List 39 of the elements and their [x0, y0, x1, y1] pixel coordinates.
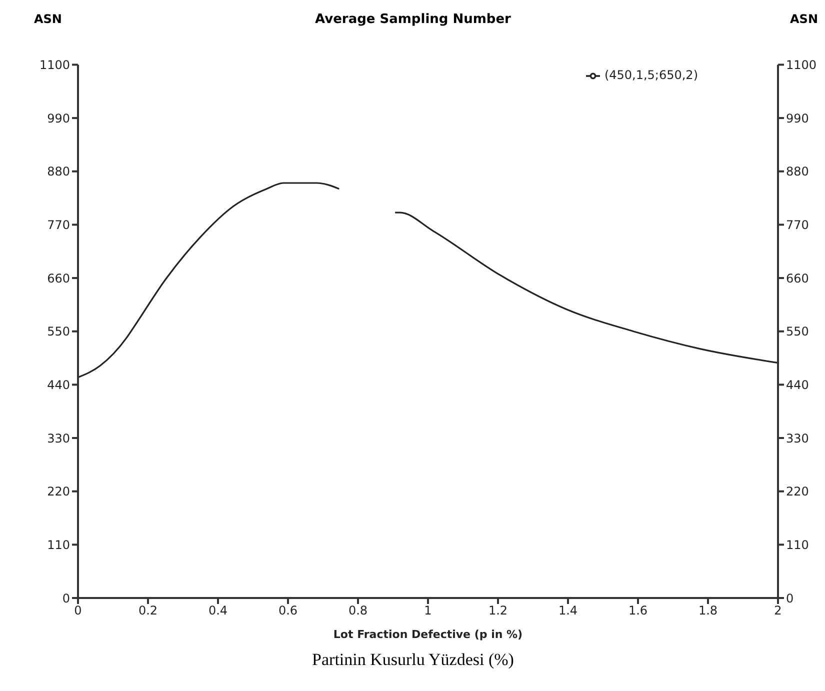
- x-tick-label: 0.4: [208, 604, 228, 618]
- y2-axis-title: ASN: [790, 12, 818, 26]
- y2-tick-label: 0: [786, 591, 794, 606]
- y-tick-label: 880: [47, 164, 70, 179]
- y-tick-label: 550: [47, 324, 70, 339]
- y2-tick-label: 880: [786, 164, 809, 179]
- y-tick-label: 1100: [39, 58, 70, 72]
- y2-tick-label: 1100: [786, 58, 817, 72]
- x-tick-label: 1.4: [558, 604, 578, 618]
- x-tick-label: 0: [74, 604, 82, 618]
- y-tick-label: 0: [62, 591, 70, 606]
- x-tick-label: 2: [774, 604, 782, 618]
- x-tick-label: 1.2: [488, 604, 508, 618]
- x-tick-label: 1.6: [628, 604, 648, 618]
- y-tick-label: 330: [47, 431, 70, 446]
- y-tick-label: 220: [47, 484, 70, 499]
- y2-tick-label: 990: [786, 111, 809, 126]
- y2-tick-label: 220: [786, 484, 809, 499]
- y2-tick-label: 440: [786, 378, 809, 392]
- y-tick-label: 440: [47, 378, 70, 392]
- y-tick-label: 110: [47, 538, 70, 552]
- y2-tick-label: 660: [786, 271, 809, 286]
- y2-tick-label: 770: [786, 218, 809, 232]
- x-axis-title: Lot Fraction Defective (p in %): [333, 628, 523, 641]
- x-tick-label: 1: [424, 604, 432, 618]
- y-axis-title: ASN: [34, 12, 62, 26]
- y-tick-label: 990: [47, 111, 70, 126]
- x-tick-label: 0.2: [138, 604, 158, 618]
- text: Partinin Kusurlu Yüzdesi (%): [311, 650, 515, 670]
- x-tick-label: 1.8: [698, 604, 718, 618]
- x-tick-label: 0.6: [278, 604, 298, 618]
- chart-title: Average Sampling Number: [315, 12, 511, 27]
- y-tick-label: 660: [47, 271, 70, 286]
- legend-label: (450,1,5;650,2): [604, 68, 698, 82]
- x-tick-label: 0.8: [348, 604, 368, 618]
- y2-tick-label: 110: [786, 538, 809, 552]
- y2-tick-label: 330: [786, 431, 809, 446]
- y2-tick-label: 550: [786, 324, 809, 339]
- y-tick-label: 770: [47, 218, 70, 232]
